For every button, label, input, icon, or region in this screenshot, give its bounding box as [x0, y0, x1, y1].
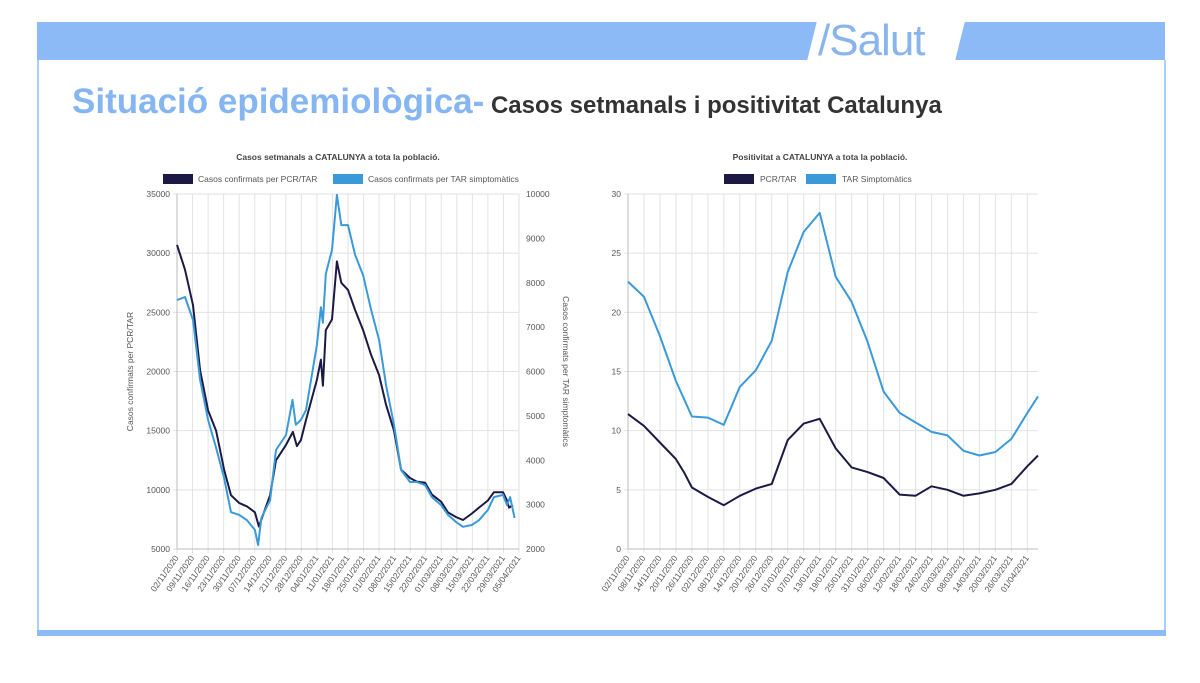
legend-label: Casos confirmats per TAR simptomàtics — [368, 174, 519, 184]
y-tick-label: 35000 — [146, 189, 170, 199]
y2-tick-label: 5000 — [526, 411, 545, 421]
series-line-pcr-tar — [627, 413, 1039, 507]
y-tick-label: 15000 — [146, 426, 170, 436]
legend-swatch — [163, 174, 193, 184]
y-tick-label: 5000 — [151, 544, 170, 554]
header-bar — [37, 22, 1165, 60]
legend-label: TAR Simptomàtics — [842, 174, 912, 184]
legend-swatch — [724, 174, 754, 184]
chart-title: Casos setmanals a CATALUNYA a tota la po… — [236, 152, 440, 162]
y2-tick-label: 4000 — [526, 455, 545, 465]
y-tick-label: 20000 — [146, 367, 170, 377]
y2-tick-label: 10000 — [526, 189, 550, 199]
footer-bar — [37, 630, 1166, 636]
slide-title-main: Situació epidemiològica- — [72, 82, 485, 121]
y-tick-label: 20 — [612, 307, 622, 317]
y2-tick-label: 8000 — [526, 278, 545, 288]
series-line-tar-simptomatics — [176, 193, 516, 546]
y-tick-label: 10 — [612, 426, 622, 436]
slide-title: Situació epidemiològica- Casos setmanals… — [72, 82, 942, 122]
y-tick-label: 0 — [616, 544, 621, 554]
y2-axis-label: Casos confirmats per TAR simptomàtics — [561, 296, 571, 447]
legend-swatch — [806, 174, 836, 184]
series-line-pcr-tar — [176, 244, 514, 528]
y-tick-label: 5 — [616, 485, 621, 495]
y2-tick-label: 9000 — [526, 233, 545, 243]
salut-logo: /Salut — [818, 16, 926, 65]
y-tick-label: 30 — [612, 189, 622, 199]
y2-tick-label: 3000 — [526, 500, 545, 510]
y2-tick-label: 6000 — [526, 367, 545, 377]
legend-swatch — [333, 174, 363, 184]
y-tick-label: 30000 — [146, 248, 170, 258]
y-tick-label: 25000 — [146, 307, 170, 317]
slide-title-sub: Casos setmanals i positivitat Catalunya — [484, 92, 942, 119]
slide-frame — [37, 60, 1166, 630]
y-axis-label: Casos confirmats per PCR/TAR — [125, 312, 135, 431]
y2-tick-label: 2000 — [526, 544, 545, 554]
legend-label: PCR/TAR — [760, 174, 797, 184]
y-tick-label: 25 — [612, 248, 622, 258]
y2-tick-label: 7000 — [526, 322, 545, 332]
series-line-tar-simptomatics — [627, 211, 1039, 457]
y-tick-label: 10000 — [146, 485, 170, 495]
legend-label: Casos confirmats per PCR/TAR — [198, 174, 317, 184]
chart-title: Positivitat a CATALUNYA a tota la poblac… — [733, 152, 908, 162]
y-tick-label: 15 — [612, 367, 622, 377]
